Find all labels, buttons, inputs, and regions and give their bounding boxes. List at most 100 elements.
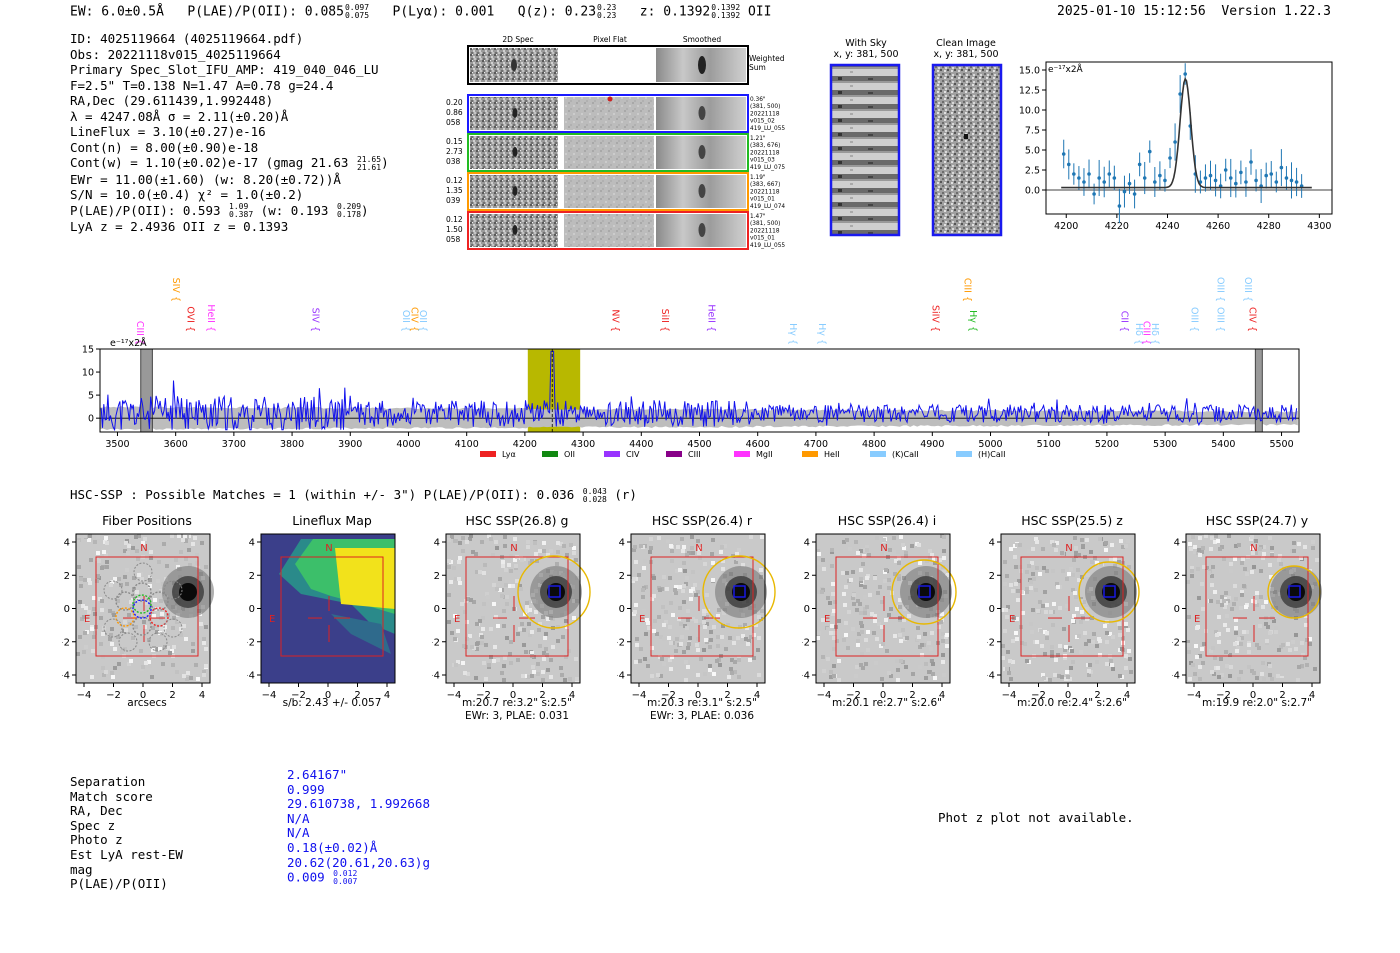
hsc-noise-pixel	[1082, 600, 1086, 604]
hsc-x-tick-label: 4	[1309, 690, 1315, 701]
match-plae-value: 0.009 0.012 0.007	[287, 869, 358, 887]
hsc-noise-pixel	[78, 600, 82, 604]
hsc-panel-title: Lineflux Map	[292, 513, 372, 528]
hsc-noise-pixel	[821, 655, 825, 659]
hsc-noise-pixel	[849, 578, 853, 582]
hsc-noise-pixel	[880, 677, 884, 681]
hsc-noise-pixel	[933, 561, 937, 565]
hsc-noise-pixel	[1111, 667, 1115, 671]
hsc-x-tick-label: 2	[724, 690, 730, 701]
hsc-noise-pixel	[1288, 648, 1292, 652]
hsc-y-tick-label: 2	[1174, 571, 1180, 582]
hsc-noise-pixel	[939, 620, 943, 624]
hsc-noise-pixel	[1247, 650, 1251, 654]
hsc-noise-pixel	[831, 592, 835, 596]
hsc-noise-pixel	[565, 553, 569, 557]
hsc-noise-pixel	[1211, 565, 1215, 569]
hsc-noise-pixel	[450, 535, 454, 539]
hsc-noise-pixel	[1095, 644, 1099, 648]
col-2d-spec: 2D Spec	[502, 35, 533, 44]
hsc-noise-pixel	[508, 584, 512, 588]
hsc-x-tick-label: −4	[447, 690, 462, 701]
hsc-noise-pixel	[669, 641, 673, 645]
hsc-noise-pixel	[495, 587, 499, 591]
cutout-right-value: v015_02	[750, 119, 775, 125]
hsc-noise-pixel	[498, 577, 502, 581]
hsc-noise-pixel	[159, 599, 163, 603]
hsc-noise-pixel	[855, 665, 859, 669]
hsc-noise-pixel	[1104, 548, 1108, 552]
hsc-noise-pixel	[696, 637, 700, 641]
hsc-noise-pixel	[105, 541, 109, 545]
hsc-noise-pixel	[148, 575, 152, 579]
hsc-noise-pixel	[1023, 642, 1027, 646]
hsc-noise-pixel	[1118, 626, 1122, 630]
hsc-noise-pixel	[551, 645, 555, 649]
hsc-noise-pixel	[1198, 654, 1202, 658]
hsc-noise-pixel	[863, 585, 867, 589]
header-datetime: 2025-01-10 15:12:56	[1057, 4, 1206, 19]
hsc-noise-pixel	[1250, 535, 1254, 539]
hsc-noise-pixel	[670, 655, 674, 659]
hsc-x-tick-label: 0	[880, 690, 886, 701]
hsc-noise-pixel	[857, 632, 861, 636]
hsc-noise-pixel	[1186, 580, 1190, 584]
hsc-noise-pixel	[1036, 609, 1040, 613]
hsc-panel-title: HSC SSP(26.4) i	[837, 513, 937, 528]
hsc-noise-pixel	[709, 638, 713, 642]
hsc-noise-pixel	[642, 609, 646, 613]
hsc-noise-pixel	[637, 573, 641, 577]
hsc-noise-pixel	[1087, 669, 1091, 673]
hsc-noise-pixel	[481, 627, 485, 631]
hsc-noise-pixel	[708, 668, 712, 672]
hsc-noise-pixel	[1194, 644, 1198, 648]
hsc-noise-pixel	[1001, 608, 1005, 612]
hsc-noise-pixel	[525, 609, 529, 613]
hsc-noise-pixel	[168, 651, 172, 655]
hsc-noise-pixel	[1299, 556, 1303, 560]
hsc-noise-pixel	[720, 545, 724, 549]
hsc-noise-pixel	[101, 666, 105, 670]
hsc-noise-pixel	[1030, 561, 1034, 565]
hsc-noise-pixel	[1073, 536, 1077, 540]
hsc-noise-pixel	[96, 551, 100, 555]
hsc-noise-pixel	[489, 655, 493, 659]
hsc-noise-pixel	[101, 632, 105, 636]
hsc-noise-pixel	[756, 648, 760, 652]
hsc-noise-pixel	[1186, 640, 1190, 644]
zoom-data-point	[1173, 140, 1177, 144]
hsc-noise-pixel	[1233, 642, 1237, 646]
hsc-noise-pixel	[511, 584, 515, 588]
hsc-noise-pixel	[918, 561, 922, 565]
hsc-noise-pixel	[1195, 655, 1199, 659]
hsc-noise-pixel	[509, 640, 513, 644]
hsc-noise-pixel	[204, 565, 208, 569]
hsc-y-tick-label: 2	[434, 571, 440, 582]
spec-x-tick-label: 4600	[746, 439, 770, 450]
hsc-noise-pixel	[830, 564, 834, 568]
hsc-noise-pixel	[532, 670, 536, 674]
hsc-noise-pixel	[917, 635, 921, 639]
hsc-noise-pixel	[100, 599, 104, 603]
spec-y-tick-label: 15	[82, 345, 94, 356]
hsc-noise-pixel	[1211, 646, 1215, 650]
hsc-noise-pixel	[712, 625, 716, 629]
hsc-noise-pixel	[136, 557, 140, 561]
hsc-noise-pixel	[1224, 650, 1228, 654]
hsc-noise-pixel	[1233, 584, 1237, 588]
hsc-noise-pixel	[1304, 623, 1308, 627]
hsc-noise-pixel	[918, 665, 922, 669]
compass-north: N	[695, 543, 702, 554]
hsc-noise-pixel	[741, 634, 745, 638]
hsc-noise-pixel	[845, 571, 849, 575]
hsc-noise-pixel	[897, 574, 901, 578]
hsc-noise-pixel	[1191, 535, 1195, 539]
hsc-noise-pixel	[1200, 582, 1204, 586]
hsc-noise-pixel	[1196, 567, 1200, 571]
hsc-noise-pixel	[1063, 648, 1067, 652]
hsc-noise-pixel	[882, 538, 886, 542]
hsc-noise-pixel	[117, 662, 121, 666]
hsc-noise-pixel	[1064, 645, 1068, 649]
hsc-noise-pixel	[1025, 659, 1029, 663]
